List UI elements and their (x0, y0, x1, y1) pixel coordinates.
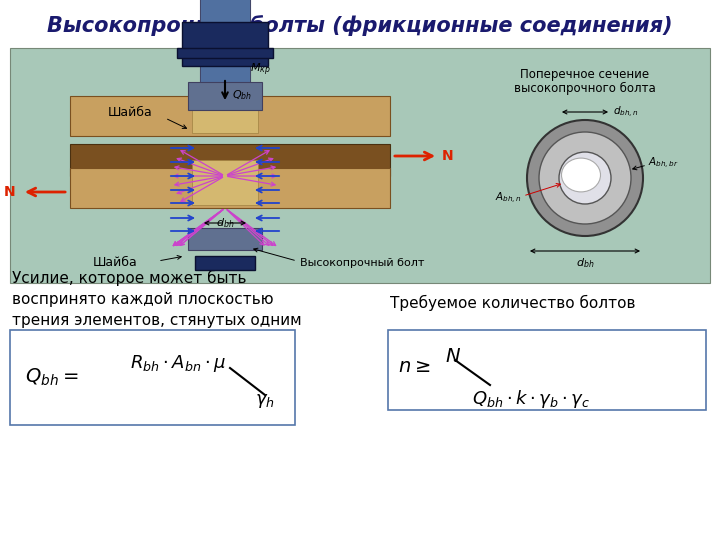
Text: Высокопрочный болт: Высокопрочный болт (300, 258, 424, 268)
Text: Поперечное сечение: Поперечное сечение (521, 68, 649, 81)
Text: Шайба: Шайба (93, 256, 138, 269)
Text: $\gamma_h$: $\gamma_h$ (255, 392, 275, 410)
Bar (192, 160, 258, 205)
Text: N: N (4, 185, 15, 199)
Bar (70, 96, 390, 136)
Text: $N$: $N$ (445, 348, 461, 367)
Text: высокопрочного болта: высокопрочного болта (514, 82, 656, 95)
Circle shape (559, 152, 611, 204)
Bar (182, 22, 268, 66)
Bar (388, 330, 706, 410)
Bar (192, 88, 258, 133)
Bar (177, 48, 273, 58)
Text: $d_{bh,n}$: $d_{bh,n}$ (613, 104, 639, 119)
Text: $d_{bh}$: $d_{bh}$ (576, 256, 594, 270)
Text: Высокопрочные болты (фрикционные соединения): Высокопрочные болты (фрикционные соедине… (48, 15, 672, 36)
Text: $R_{bh} \cdot A_{bn} \cdot \mu$: $R_{bh} \cdot A_{bn} \cdot \mu$ (130, 353, 226, 374)
Text: Усилие, которое может быть
воспринято каждой плоскостью
трения элементов, стянут: Усилие, которое может быть воспринято ка… (12, 270, 302, 349)
Bar (200, 0, 250, 108)
Ellipse shape (562, 158, 600, 192)
Text: $M_{кр}$: $M_{кр}$ (250, 62, 271, 78)
Text: $A_{bh,br}$: $A_{bh,br}$ (648, 156, 678, 171)
Text: $Q_{bh}$: $Q_{bh}$ (232, 88, 252, 102)
Bar (188, 82, 262, 110)
Text: $n \geq$: $n \geq$ (398, 357, 431, 376)
Text: $A_{bh,n}$: $A_{bh,n}$ (495, 191, 522, 206)
Text: N: N (442, 149, 454, 163)
Text: $Q_{bh} \cdot k \cdot \gamma_b \cdot \gamma_c$: $Q_{bh} \cdot k \cdot \gamma_b \cdot \ga… (472, 388, 590, 410)
Bar (10, 330, 295, 425)
Circle shape (527, 120, 643, 236)
Text: $Q_{bh} =$: $Q_{bh} =$ (25, 366, 78, 388)
Bar (195, 256, 255, 270)
Bar (70, 168, 390, 208)
Bar (70, 144, 390, 176)
Bar (200, 0, 250, 108)
Bar (10, 48, 710, 283)
Text: Требуемое количество болтов: Требуемое количество болтов (390, 295, 636, 311)
Text: Шайба: Шайба (107, 106, 153, 119)
Text: $d_{bh}$: $d_{bh}$ (216, 216, 234, 230)
Bar (188, 228, 262, 250)
Circle shape (539, 132, 631, 224)
